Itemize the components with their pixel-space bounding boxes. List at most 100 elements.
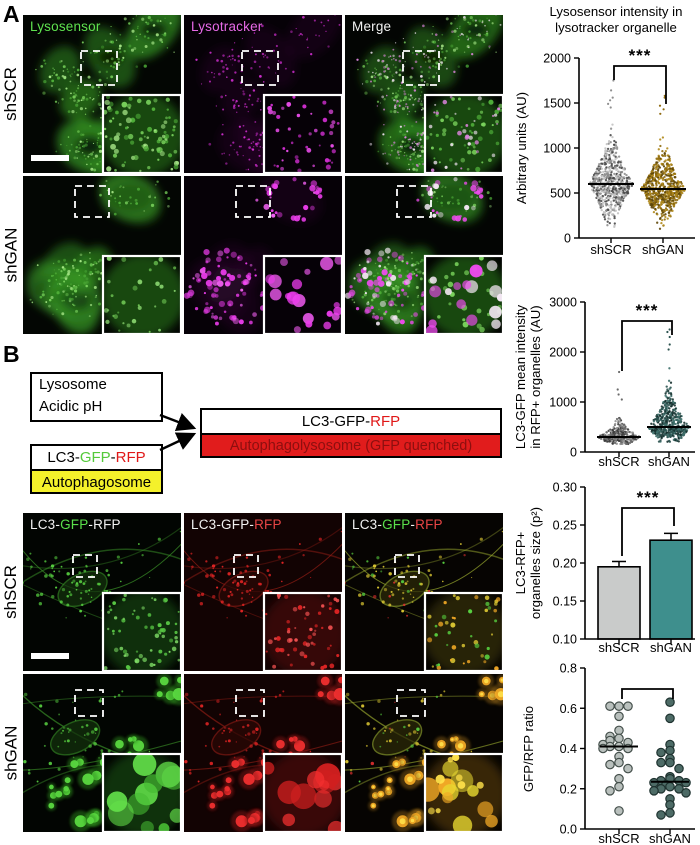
swarm-shSCR [588, 79, 634, 229]
chart-lc3-gfp-mean-intensity: 0 1000 2000 3000 shSCR shGAN LC3-GFP mean inte… [513, 296, 695, 468]
inset-zoom [103, 95, 181, 173]
inset-zoom [264, 754, 342, 832]
diagram-arrows [159, 413, 197, 452]
inset-border [101, 591, 181, 671]
inset-zoom [425, 95, 503, 173]
y-tick-label: 1000 [549, 396, 577, 410]
diagram-label-autophagolysosome: Autophagolysosome (GFP quenched) [202, 433, 500, 456]
x-category-label: shSCR [590, 242, 631, 257]
micrograph-tile-lyso-green-scr: Lysosensor [23, 15, 181, 173]
micrograph-tile-lc3-rfp-gan [184, 674, 342, 832]
panel-a-row-label-shgan: shGAN [0, 176, 22, 334]
x-category-label: shGAN [650, 640, 692, 655]
roi-dashed-box [235, 689, 265, 717]
inset-zoom [425, 754, 503, 832]
inset-border [423, 93, 503, 173]
label-segment: GFP [60, 517, 89, 532]
y-axis-label: LC3-GFP mean intensity [513, 305, 528, 450]
roi-dashed-box [396, 689, 426, 717]
significance-bracket [621, 320, 673, 371]
x-category-label: shGAN [642, 242, 684, 257]
micrograph-art [345, 176, 503, 334]
roi-dashed-box [235, 185, 271, 218]
diagram-text: Lysosome [39, 376, 107, 393]
inset-border [262, 752, 342, 832]
y-axis-label: LC3-RFP+ [513, 531, 528, 594]
roi-dashed-box [80, 50, 118, 86]
diagram-box-autophagosome: LC3-GFP-RFP Autophagosome [30, 444, 163, 494]
significance-stars: *** [636, 301, 659, 320]
channel-label: LC3-GFP-RFP [352, 517, 443, 532]
chart-title: lysotracker organelle [555, 20, 677, 35]
y-tick-label: 0 [570, 446, 577, 460]
bar-shGAN [649, 539, 693, 640]
inset-zoom [264, 95, 342, 173]
micrograph-tile-lc3-gfp-gan [23, 674, 181, 832]
label-segment: LC3- [47, 449, 80, 466]
diagram-label-autophagosome: Autophagosome [32, 469, 161, 492]
label-segment: RFP [254, 517, 282, 532]
label-segment: LC3- [30, 517, 61, 532]
y-tick-label: 0.8 [560, 662, 577, 676]
label-segment: -RFP [88, 517, 121, 532]
row-label-text: shSCR [1, 565, 21, 619]
roi-dashed-box [72, 554, 98, 578]
arrow-from-autophagosome [159, 432, 197, 452]
y-tick-label: 0.10 [553, 633, 577, 647]
diagram-text: Acidic pH [39, 398, 103, 415]
inset-border [423, 591, 503, 671]
y-axis-label: in RFP+ organelles (AU) [528, 305, 543, 448]
y-tick-label: 0.30 [553, 481, 577, 495]
x-category-label: shGAN [649, 831, 691, 845]
channel-label: LC3-GFP-RFP [30, 517, 121, 532]
micrograph-tile-lc3-gfp-scr: LC3-GFP-RFP [23, 513, 181, 671]
micrograph-art [23, 15, 181, 173]
inset-border [262, 254, 342, 334]
panel-b-row-label-shscr: shSCR [0, 513, 22, 671]
bar-shSCR [597, 566, 641, 640]
significance-stars: *** [637, 488, 660, 507]
y-tick-label: 2000 [549, 346, 577, 360]
y-axis-label: organelles size (p²) [528, 507, 543, 619]
channel-label: Lysotracker [191, 19, 262, 34]
label-segment: - [410, 517, 416, 532]
arrow-from-lysosome [159, 413, 197, 431]
significance-stars: *** [629, 46, 652, 65]
micrograph-art [184, 15, 342, 173]
chart-gfp-rfp-ratio: 0.0 0.2 0.4 0.6 0.8 shSCR shGAN GFP/RFP ratio [521, 662, 695, 845]
panel-a-row-label-shscr: shSCR [0, 15, 22, 173]
roi-dashed-box [396, 185, 432, 218]
label-segment: LC3-GFP- [191, 517, 255, 532]
micrograph-tile-lyso-merge-gan [345, 176, 503, 334]
panel-a-letter: A [3, 1, 20, 27]
swarm-shSCR [598, 370, 641, 446]
y-tick-label: 0.20 [553, 557, 577, 571]
inset-zoom [264, 256, 342, 334]
diagram-label-lc3-gfp-rfp-quenched: LC3-GFP-RFP [202, 410, 500, 433]
y-axis-label: Arbitrary units (AU) [514, 92, 529, 204]
y-tick-label: 500 [550, 187, 571, 201]
significance-bracket [613, 65, 667, 104]
micrograph-tile-lc3-merge-scr: LC3-GFP-RFP [345, 513, 503, 671]
panel-b-row-label-shgan: shGAN [0, 674, 22, 832]
label-segment: Lysosensor [30, 19, 101, 34]
inset-border [101, 254, 181, 334]
x-category-label: shGAN [648, 454, 690, 468]
micrograph-art [345, 15, 503, 173]
label-segment: GFP [79, 449, 111, 466]
roi-dashed-box [394, 554, 420, 578]
swarm-shGAN [640, 94, 686, 230]
micrograph-art [345, 513, 503, 671]
row-label-text: shGAN [1, 725, 21, 781]
channel-label: Merge [352, 19, 391, 34]
y-tick-label: 0 [564, 232, 571, 246]
roi-dashed-box [74, 185, 110, 218]
label-segment: RFP [415, 517, 443, 532]
y-tick-label: 0.0 [560, 823, 577, 837]
roi-dashed-box [241, 50, 279, 86]
scale-bar [31, 653, 69, 659]
inset-zoom [264, 593, 342, 671]
diagram-box-autophagolysosome: LC3-GFP-RFP Autophagolysosome (GFP quenc… [200, 408, 502, 458]
inset-zoom [103, 593, 181, 671]
panel-b-letter: B [3, 341, 20, 367]
